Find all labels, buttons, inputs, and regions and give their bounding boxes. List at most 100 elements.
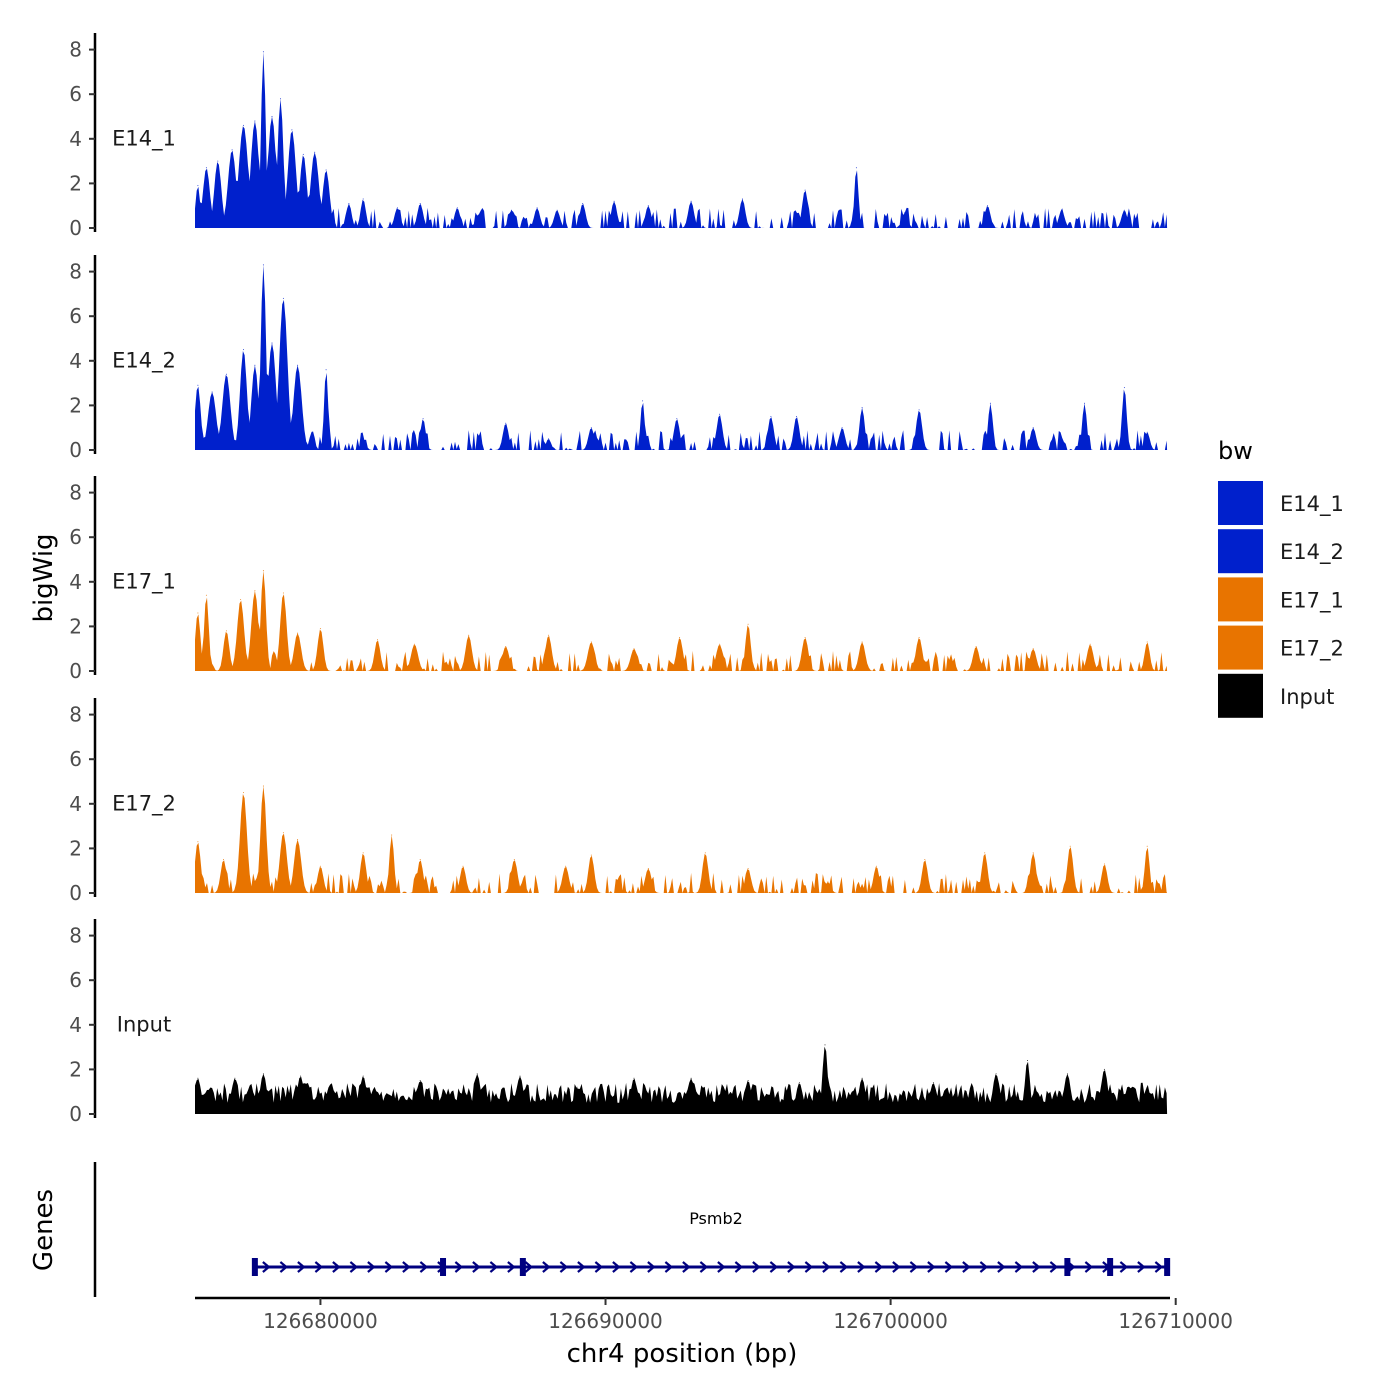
y-tick-label: 0 bbox=[69, 881, 82, 905]
peak-mark bbox=[319, 628, 321, 630]
strand-arrow bbox=[454, 1261, 464, 1273]
peak-mark bbox=[548, 438, 549, 440]
y-tick-label: 4 bbox=[69, 1013, 82, 1037]
peak-mark bbox=[679, 637, 681, 638]
peak-mark bbox=[205, 167, 207, 169]
track-e14-2: 0 2 4 6 8 E14_2 bbox=[69, 255, 1168, 462]
peak-mark bbox=[422, 418, 424, 420]
peak-mark bbox=[690, 200, 692, 202]
legend-swatch bbox=[1218, 625, 1263, 670]
y-tick-label: 0 bbox=[69, 216, 82, 240]
peak-mark bbox=[924, 859, 926, 860]
strand-arrow bbox=[1049, 1261, 1059, 1273]
peak-mark bbox=[1084, 402, 1085, 404]
peak-mark bbox=[975, 646, 977, 647]
peak-mark bbox=[590, 854, 592, 856]
peak-mark bbox=[904, 211, 906, 213]
peak-mark bbox=[254, 120, 256, 122]
strand-arrow bbox=[717, 1261, 726, 1273]
peak-mark bbox=[456, 207, 458, 209]
strand-arrow bbox=[909, 1261, 919, 1273]
peak-mark bbox=[548, 634, 549, 636]
peak-mark bbox=[205, 594, 207, 596]
peak-mark bbox=[855, 167, 857, 169]
peak-mark bbox=[861, 1077, 863, 1079]
exon bbox=[1064, 1258, 1071, 1276]
strand-arrow bbox=[314, 1261, 324, 1273]
strand-arrow bbox=[262, 1261, 271, 1273]
peak-mark bbox=[311, 431, 313, 433]
peak-mark bbox=[861, 407, 863, 409]
strand-arrow bbox=[1084, 1261, 1094, 1273]
legend-label: Input bbox=[1280, 685, 1334, 709]
peak-mark bbox=[271, 116, 273, 117]
exon bbox=[1107, 1258, 1114, 1276]
peak-mark bbox=[1146, 1086, 1148, 1088]
track-label: E14_2 bbox=[112, 349, 176, 374]
y-tick-label: 6 bbox=[69, 525, 82, 549]
x-tick-label: 126680000 bbox=[263, 1309, 378, 1333]
peak-mark bbox=[918, 637, 920, 638]
strand-arrow bbox=[297, 1261, 306, 1273]
peak-mark bbox=[565, 865, 567, 867]
peak-mark bbox=[348, 203, 350, 204]
genes-axis-title: Genes bbox=[29, 1189, 59, 1271]
peak-mark bbox=[633, 1077, 635, 1079]
legend-swatch bbox=[1218, 529, 1263, 574]
legend-swatch bbox=[1218, 481, 1263, 525]
peak-mark bbox=[995, 1073, 997, 1075]
peak-mark bbox=[984, 852, 986, 854]
y-tick-label: 2 bbox=[69, 393, 82, 417]
legend: bw E14_1 E14_2 E17_1 E17_2 Input bbox=[1218, 437, 1344, 718]
strand-arrow bbox=[962, 1261, 971, 1273]
legend-label: E17_2 bbox=[1280, 637, 1344, 662]
peak-mark bbox=[1032, 427, 1034, 429]
peak-mark bbox=[476, 1073, 478, 1075]
peak-mark bbox=[987, 205, 988, 207]
track-input: 0 2 4 6 8 Input bbox=[69, 919, 1168, 1126]
signal-area-e17-2 bbox=[195, 786, 1168, 893]
strand-arrow bbox=[629, 1261, 639, 1273]
peak-mark bbox=[861, 641, 863, 643]
peak-mark bbox=[300, 1075, 301, 1077]
peak-mark bbox=[1061, 209, 1063, 211]
peak-mark bbox=[1066, 1073, 1068, 1075]
peak-mark bbox=[590, 641, 592, 643]
strand-arrow bbox=[997, 1261, 1006, 1273]
strand-arrow bbox=[804, 1261, 814, 1273]
y-tick-label: 0 bbox=[69, 438, 82, 462]
strand-arrow bbox=[682, 1261, 691, 1273]
track-label: E17_2 bbox=[112, 792, 176, 817]
peak-mark bbox=[1032, 852, 1034, 854]
peak-mark bbox=[576, 1086, 578, 1088]
peak-mark bbox=[419, 203, 421, 204]
peak-mark bbox=[1123, 209, 1125, 211]
peak-mark bbox=[297, 364, 299, 366]
strand-arrow bbox=[769, 1261, 779, 1273]
peak-mark bbox=[513, 859, 515, 860]
peak-mark bbox=[1032, 648, 1034, 650]
peak-mark bbox=[704, 852, 706, 854]
peak-mark bbox=[197, 841, 199, 843]
peak-mark bbox=[827, 881, 829, 883]
peak-mark bbox=[414, 643, 415, 645]
peak-mark bbox=[1069, 845, 1071, 847]
strand-arrow bbox=[524, 1261, 534, 1273]
peak-mark bbox=[505, 422, 507, 424]
y-tick-label: 6 bbox=[69, 304, 82, 328]
peak-mark bbox=[362, 198, 364, 200]
peak-mark bbox=[254, 364, 256, 366]
peak-mark bbox=[325, 169, 327, 171]
peak-mark bbox=[647, 868, 649, 869]
peak-mark bbox=[282, 832, 284, 834]
peak-mark bbox=[297, 632, 299, 634]
strand-arrow bbox=[332, 1261, 341, 1273]
track-e17-1: 0 2 4 6 8 E17_1 bbox=[69, 476, 1168, 683]
y-tick-label: 2 bbox=[69, 836, 82, 860]
peak-mark bbox=[419, 1080, 421, 1081]
exon bbox=[1164, 1258, 1171, 1276]
exon bbox=[519, 1258, 526, 1276]
peak-mark bbox=[719, 643, 721, 645]
peak-mark bbox=[377, 639, 378, 641]
y-tick-label: 8 bbox=[69, 481, 82, 505]
